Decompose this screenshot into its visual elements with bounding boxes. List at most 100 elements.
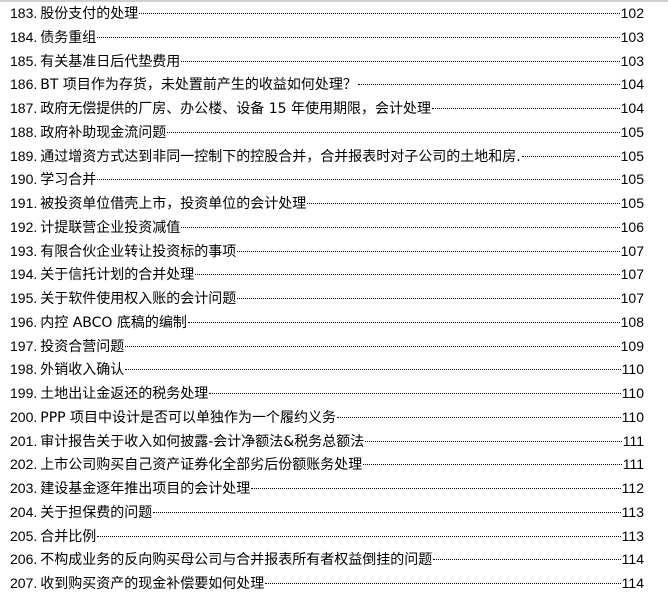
toc-entry-title[interactable]: 关于软件使用权入账的会计问题	[40, 291, 237, 307]
toc-entry[interactable]: 194. 关于信托计划的合并处理 107	[10, 263, 644, 287]
toc-entry-number: 184.	[10, 28, 38, 45]
toc-entry-page-number[interactable]: 113	[621, 527, 644, 544]
page-top-border	[0, 0, 668, 2]
toc-entry-title[interactable]: 上市公司购买自己资产证券化全部劣后份额账务处理	[40, 457, 363, 474]
toc-entry-title[interactable]: PPP 项目中设计是否可以单独作为一个履约义务	[40, 409, 337, 426]
toc-entry-page-number[interactable]: 106	[620, 218, 644, 235]
dot-leader	[521, 155, 620, 157]
toc-entry[interactable]: 190. 学习合并 105	[10, 168, 644, 192]
toc-entry-page-number[interactable]: 112	[621, 480, 644, 496]
dot-leader	[139, 13, 620, 14]
toc-entry[interactable]: 205. 合并比例 113	[10, 525, 644, 549]
toc-entry-title[interactable]: 有关基准日后代垫费用	[40, 53, 181, 70]
toc-entry-number: 196.	[10, 313, 38, 330]
toc-entry-number: 205.	[10, 527, 38, 544]
toc-entry-title[interactable]: 政府无偿提供的厂房、办公楼、设备 15 年使用期限，会计处理	[40, 101, 431, 117]
toc-entry-page-number[interactable]: 111	[622, 432, 644, 449]
toc-entry-page-number[interactable]: 110	[621, 408, 644, 425]
toc-entry-title[interactable]: 学习合并	[40, 172, 97, 189]
toc-entry-page-number[interactable]: 102	[620, 5, 644, 21]
toc-entry-title[interactable]: 有限合伙企业转让投资标的事项	[40, 243, 237, 260]
toc-entry[interactable]: 207. 收到购买资产的现金补偿要如何处理 114	[10, 572, 644, 596]
toc-entry-title[interactable]: 关于担保费的问题	[40, 504, 153, 521]
dot-leader	[237, 250, 620, 252]
dot-leader	[97, 36, 620, 38]
toc-entry-page-number[interactable]: 105	[620, 147, 644, 164]
toc-entry-page-number[interactable]: 114	[621, 575, 644, 591]
toc-entry-title[interactable]: 审计报告关于收入如何披露-会计净额法&税务总额法	[40, 433, 365, 450]
toc-entry-page-number[interactable]: 111	[622, 456, 644, 473]
toc-entry-number: 204.	[10, 503, 38, 520]
toc-entry-title[interactable]: 土地出让金返还的税务处理	[40, 386, 209, 402]
toc-entry-title[interactable]: 投资合营问题	[40, 338, 125, 355]
toc-entry-number: 187.	[10, 100, 38, 116]
toc-entry-page-number[interactable]: 103	[620, 52, 644, 69]
toc-entry-title[interactable]: BT 项目作为存货，未处置前产生的收益如何处理？	[40, 77, 357, 94]
dot-leader	[97, 179, 620, 181]
toc-entry-page-number[interactable]: 114	[621, 551, 644, 568]
toc-entry-page-number[interactable]: 104	[620, 76, 644, 93]
toc-entry-title[interactable]: 收到购买资产的现金补偿要如何处理	[40, 576, 265, 592]
toc-entry-page-number[interactable]: 107	[620, 290, 644, 306]
toc-entry[interactable]: 193. 有限合伙企业转让投资标的事项 107	[10, 240, 644, 264]
toc-entry-page-number[interactable]: 105	[620, 123, 644, 140]
toc-entry-title[interactable]: 被投资单位借壳上市，投资单位的会计处理	[40, 196, 307, 212]
toc-entry[interactable]: 185. 有关基准日后代垫费用 103	[10, 50, 644, 74]
toc-entry[interactable]: 204. 关于担保费的问题 113	[10, 501, 644, 525]
toc-entry[interactable]: 202. 上市公司购买自己资产证券化全部劣后份额账务处理 111	[10, 453, 644, 477]
toc-entry[interactable]: 199. 土地出让金返还的税务处理 110	[10, 382, 644, 406]
toc-entry[interactable]: 192. 计提联营企业投资减值 106	[10, 216, 644, 240]
toc-entry-number: 206.	[10, 551, 38, 568]
dot-leader	[153, 511, 621, 513]
toc-entry-title[interactable]: 关于信托计划的合并处理	[40, 267, 195, 284]
dot-leader	[307, 203, 620, 204]
toc-entry[interactable]: 188. 政府补助现金流问题 105	[10, 121, 644, 145]
toc-entry[interactable]: 197. 投资合营问题 109	[10, 335, 644, 359]
toc-entry-page-number[interactable]: 103	[620, 28, 644, 45]
dot-leader	[433, 559, 621, 561]
dot-leader	[237, 298, 620, 299]
toc-entry-page-number[interactable]: 113	[621, 503, 644, 520]
toc-entry[interactable]: 189. 通过增资方式达到非同一控制下的控股合并，合并报表时对子公司的土地和房. 1…	[10, 145, 644, 169]
toc-entry-title[interactable]: 内控 ABCO 底稿的编制	[40, 314, 187, 331]
toc-entry-title[interactable]: 股份支付的处理	[40, 6, 139, 22]
toc-entry-page-number[interactable]: 105	[620, 171, 644, 188]
toc-entry-title[interactable]: 建设基金逐年推出项目的会计处理	[40, 481, 251, 497]
toc-entry-title[interactable]: 计提联营企业投资减值	[40, 219, 181, 236]
toc-entry[interactable]: 198. 外销收入确认 110	[10, 358, 644, 382]
toc-entry-title[interactable]: 合并比例	[40, 528, 97, 545]
toc-entry-page-number[interactable]: 110	[621, 385, 644, 401]
dot-leader	[431, 108, 620, 109]
toc-entry[interactable]: 200. PPP 项目中设计是否可以单独作为一个履约义务 110	[10, 406, 644, 430]
toc-entry-title[interactable]: 不构成业务的反向购买母公司与合并报表所有者权益倒挂的问题	[40, 552, 433, 569]
toc-entry[interactable]: 186. BT 项目作为存货，未处置前产生的收益如何处理？ 104	[10, 73, 644, 97]
toc-entry[interactable]: 195. 关于软件使用权入账的会计问题 107	[10, 287, 644, 311]
toc-entry[interactable]: 201. 审计报告关于收入如何披露-会计净额法&税务总额法 111	[10, 430, 644, 454]
toc-entry-page-number[interactable]: 107	[620, 242, 644, 259]
toc-entry-page-number[interactable]: 105	[620, 195, 644, 211]
dot-leader	[97, 535, 621, 537]
toc-entry[interactable]: 184. 债务重组 103	[10, 26, 644, 50]
toc-entry-number: 194.	[10, 266, 38, 283]
toc-entry-page-number[interactable]: 108	[620, 313, 644, 330]
toc-entry-number: 185.	[10, 52, 38, 69]
toc-entry-title[interactable]: 债务重组	[40, 29, 97, 46]
toc-entry-number: 183.	[10, 5, 38, 21]
toc-entry-number: 203.	[10, 480, 38, 496]
toc-entry-title[interactable]: 外销收入确认	[40, 362, 125, 379]
toc-entry-title[interactable]: 通过增资方式达到非同一控制下的控股合并，合并报表时对子公司的土地和房.	[40, 148, 521, 165]
toc-entry-title[interactable]: 政府补助现金流问题	[40, 124, 167, 141]
toc-entry[interactable]: 183. 股份支付的处理 102	[10, 2, 644, 26]
toc-entry-number: 192.	[10, 218, 38, 235]
toc-entry[interactable]: 206. 不构成业务的反向购买母公司与合并报表所有者权益倒挂的问题 114	[10, 548, 644, 572]
toc-entry[interactable]: 191. 被投资单位借壳上市，投资单位的会计处理 105	[10, 192, 644, 216]
dot-leader	[265, 583, 621, 584]
toc-entry-page-number[interactable]: 104	[620, 100, 644, 116]
toc-entry-page-number[interactable]: 110	[621, 361, 644, 378]
toc-entry[interactable]: 203. 建设基金逐年推出项目的会计处理 112	[10, 477, 644, 501]
toc-entry-page-number[interactable]: 107	[620, 266, 644, 283]
toc-entry-page-number[interactable]: 109	[620, 337, 644, 354]
toc-entry[interactable]: 196. 内控 ABCO 底稿的编制 108	[10, 311, 644, 335]
toc-entry[interactable]: 187. 政府无偿提供的厂房、办公楼、设备 15 年使用期限，会计处理 104	[10, 97, 644, 121]
dot-leader	[167, 131, 620, 133]
